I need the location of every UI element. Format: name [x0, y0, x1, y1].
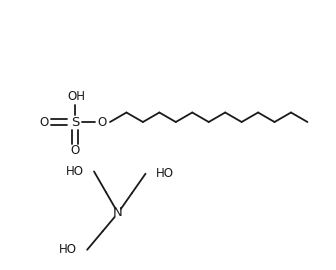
Text: HO: HO — [66, 165, 84, 178]
Text: HO: HO — [59, 243, 77, 256]
Text: HO: HO — [156, 167, 173, 180]
Text: O: O — [39, 116, 49, 129]
Text: N: N — [113, 207, 123, 220]
Text: OH: OH — [67, 90, 85, 103]
Text: O: O — [70, 144, 80, 157]
Text: O: O — [97, 116, 107, 129]
Text: S: S — [71, 116, 79, 129]
